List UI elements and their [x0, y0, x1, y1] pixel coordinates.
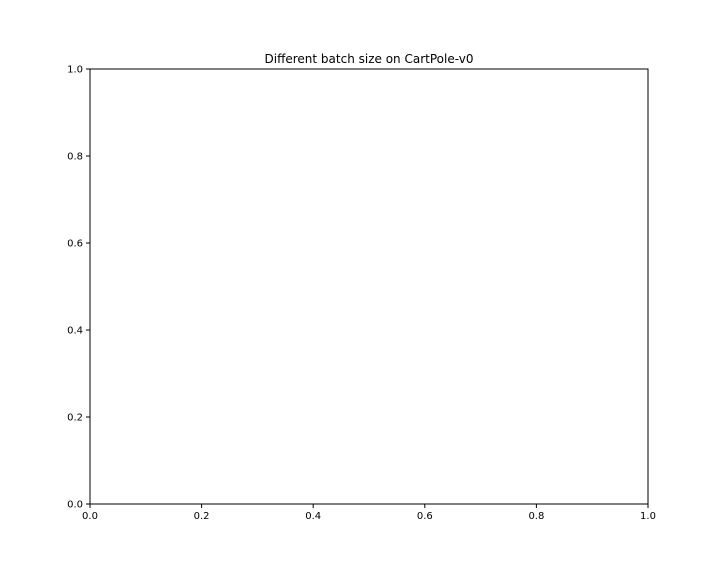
x-tick-label: 0.4 [305, 511, 321, 522]
y-tick-label: 0.4 [67, 326, 83, 337]
x-axis: 0.0 0.2 0.4 0.6 0.8 1.0 [82, 504, 656, 522]
y-tick-label: 0.2 [67, 413, 83, 424]
x-tick-label: 0.2 [194, 511, 210, 522]
x-tick-label: 1.0 [640, 511, 656, 522]
x-tick-label: 0.6 [417, 511, 433, 522]
y-tick-label: 1.0 [67, 65, 83, 76]
y-tick-label: 0.6 [67, 239, 83, 250]
x-tick-label: 0.0 [82, 511, 98, 522]
x-tick-label: 0.8 [528, 511, 544, 522]
plot-area [89, 68, 649, 505]
chart-title: Different batch size on CartPole-v0 [265, 52, 474, 66]
y-tick-label: 0.0 [67, 500, 83, 511]
y-tick-label: 0.8 [67, 152, 83, 163]
y-axis: 0.0 0.2 0.4 0.6 0.8 1.0 [67, 65, 90, 511]
